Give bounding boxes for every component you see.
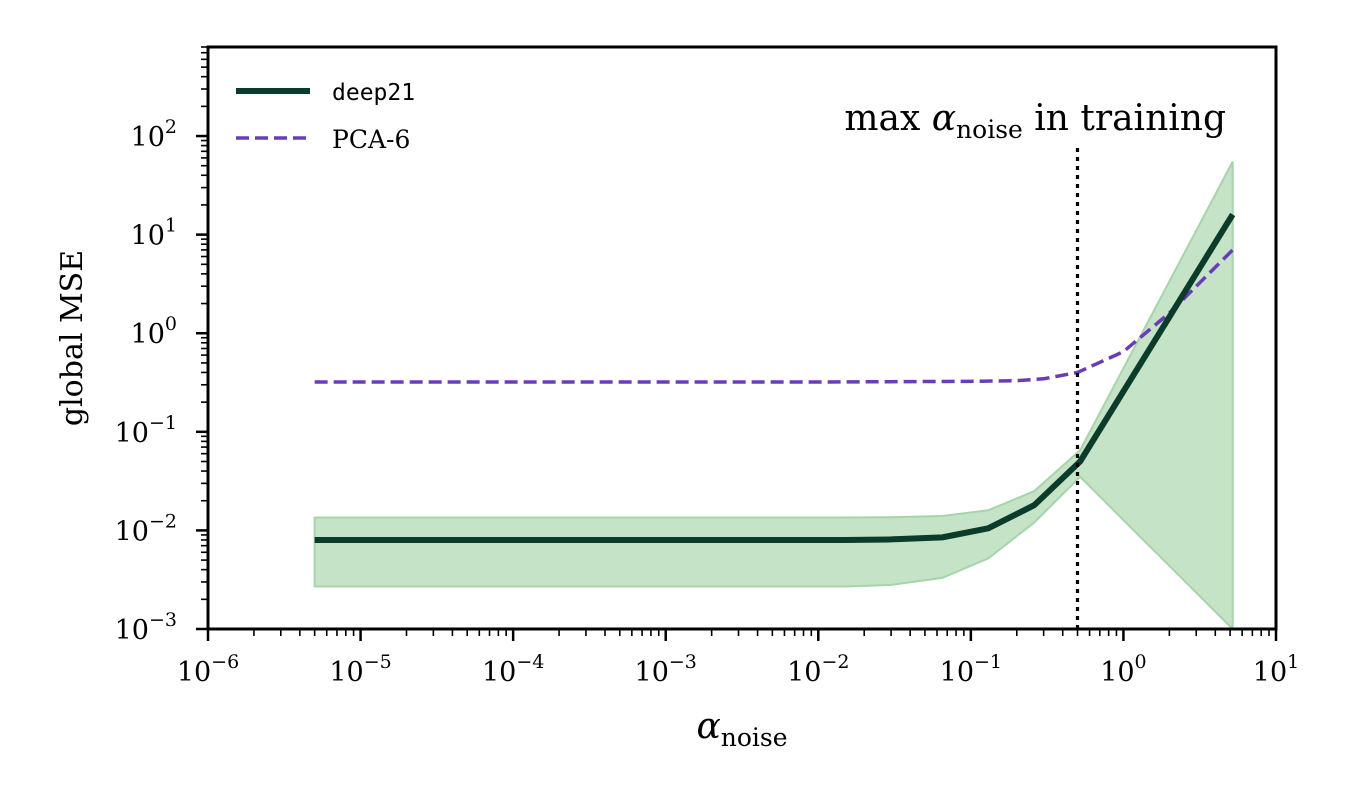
y-tick-label: 101: [131, 215, 177, 252]
x-tick-label: 10−2: [787, 651, 849, 688]
y-tick-label: 10−3: [115, 609, 177, 646]
legend-label-pca6: PCA-6: [332, 125, 410, 154]
annotation-layer: max αnoise in training: [844, 98, 1226, 629]
x-tick-label: 100: [1100, 651, 1146, 688]
legend: deep21 PCA-6: [236, 80, 415, 154]
error-band-layer: [313, 161, 1234, 629]
x-tick-label: 10−3: [635, 651, 697, 688]
series-layer: [314, 212, 1236, 543]
x-tick-label: 101: [1253, 651, 1299, 688]
y-tick-label: 10−1: [115, 412, 177, 449]
x-tick-label: 10−5: [329, 651, 391, 688]
x-axis-label: αnoise: [696, 706, 787, 752]
x-axis-label-sub: noise: [721, 723, 788, 752]
annotation-text: max αnoise in training: [844, 98, 1226, 144]
y-axis-label: global MSE: [55, 250, 90, 426]
x-axis: 10−6 10−5 10−4 10−3 10−2 10−1 100 101: [177, 629, 1299, 688]
deep21-error-band: [313, 161, 1234, 629]
y-tick-label: 10−2: [115, 510, 177, 547]
series-line-deep21: [314, 212, 1236, 543]
x-tick-label: 10−4: [482, 651, 544, 688]
x-tick-label: 10−1: [940, 651, 1002, 688]
y-tick-label: 102: [131, 116, 177, 153]
y-axis: 10−3 10−2 10−1 100 101 102: [115, 46, 208, 646]
series-line-pca6: [314, 248, 1234, 384]
y-tick-label: 100: [131, 313, 177, 350]
legend-label-deep21: deep21: [332, 80, 415, 106]
x-tick-label: 10−6: [177, 651, 239, 688]
